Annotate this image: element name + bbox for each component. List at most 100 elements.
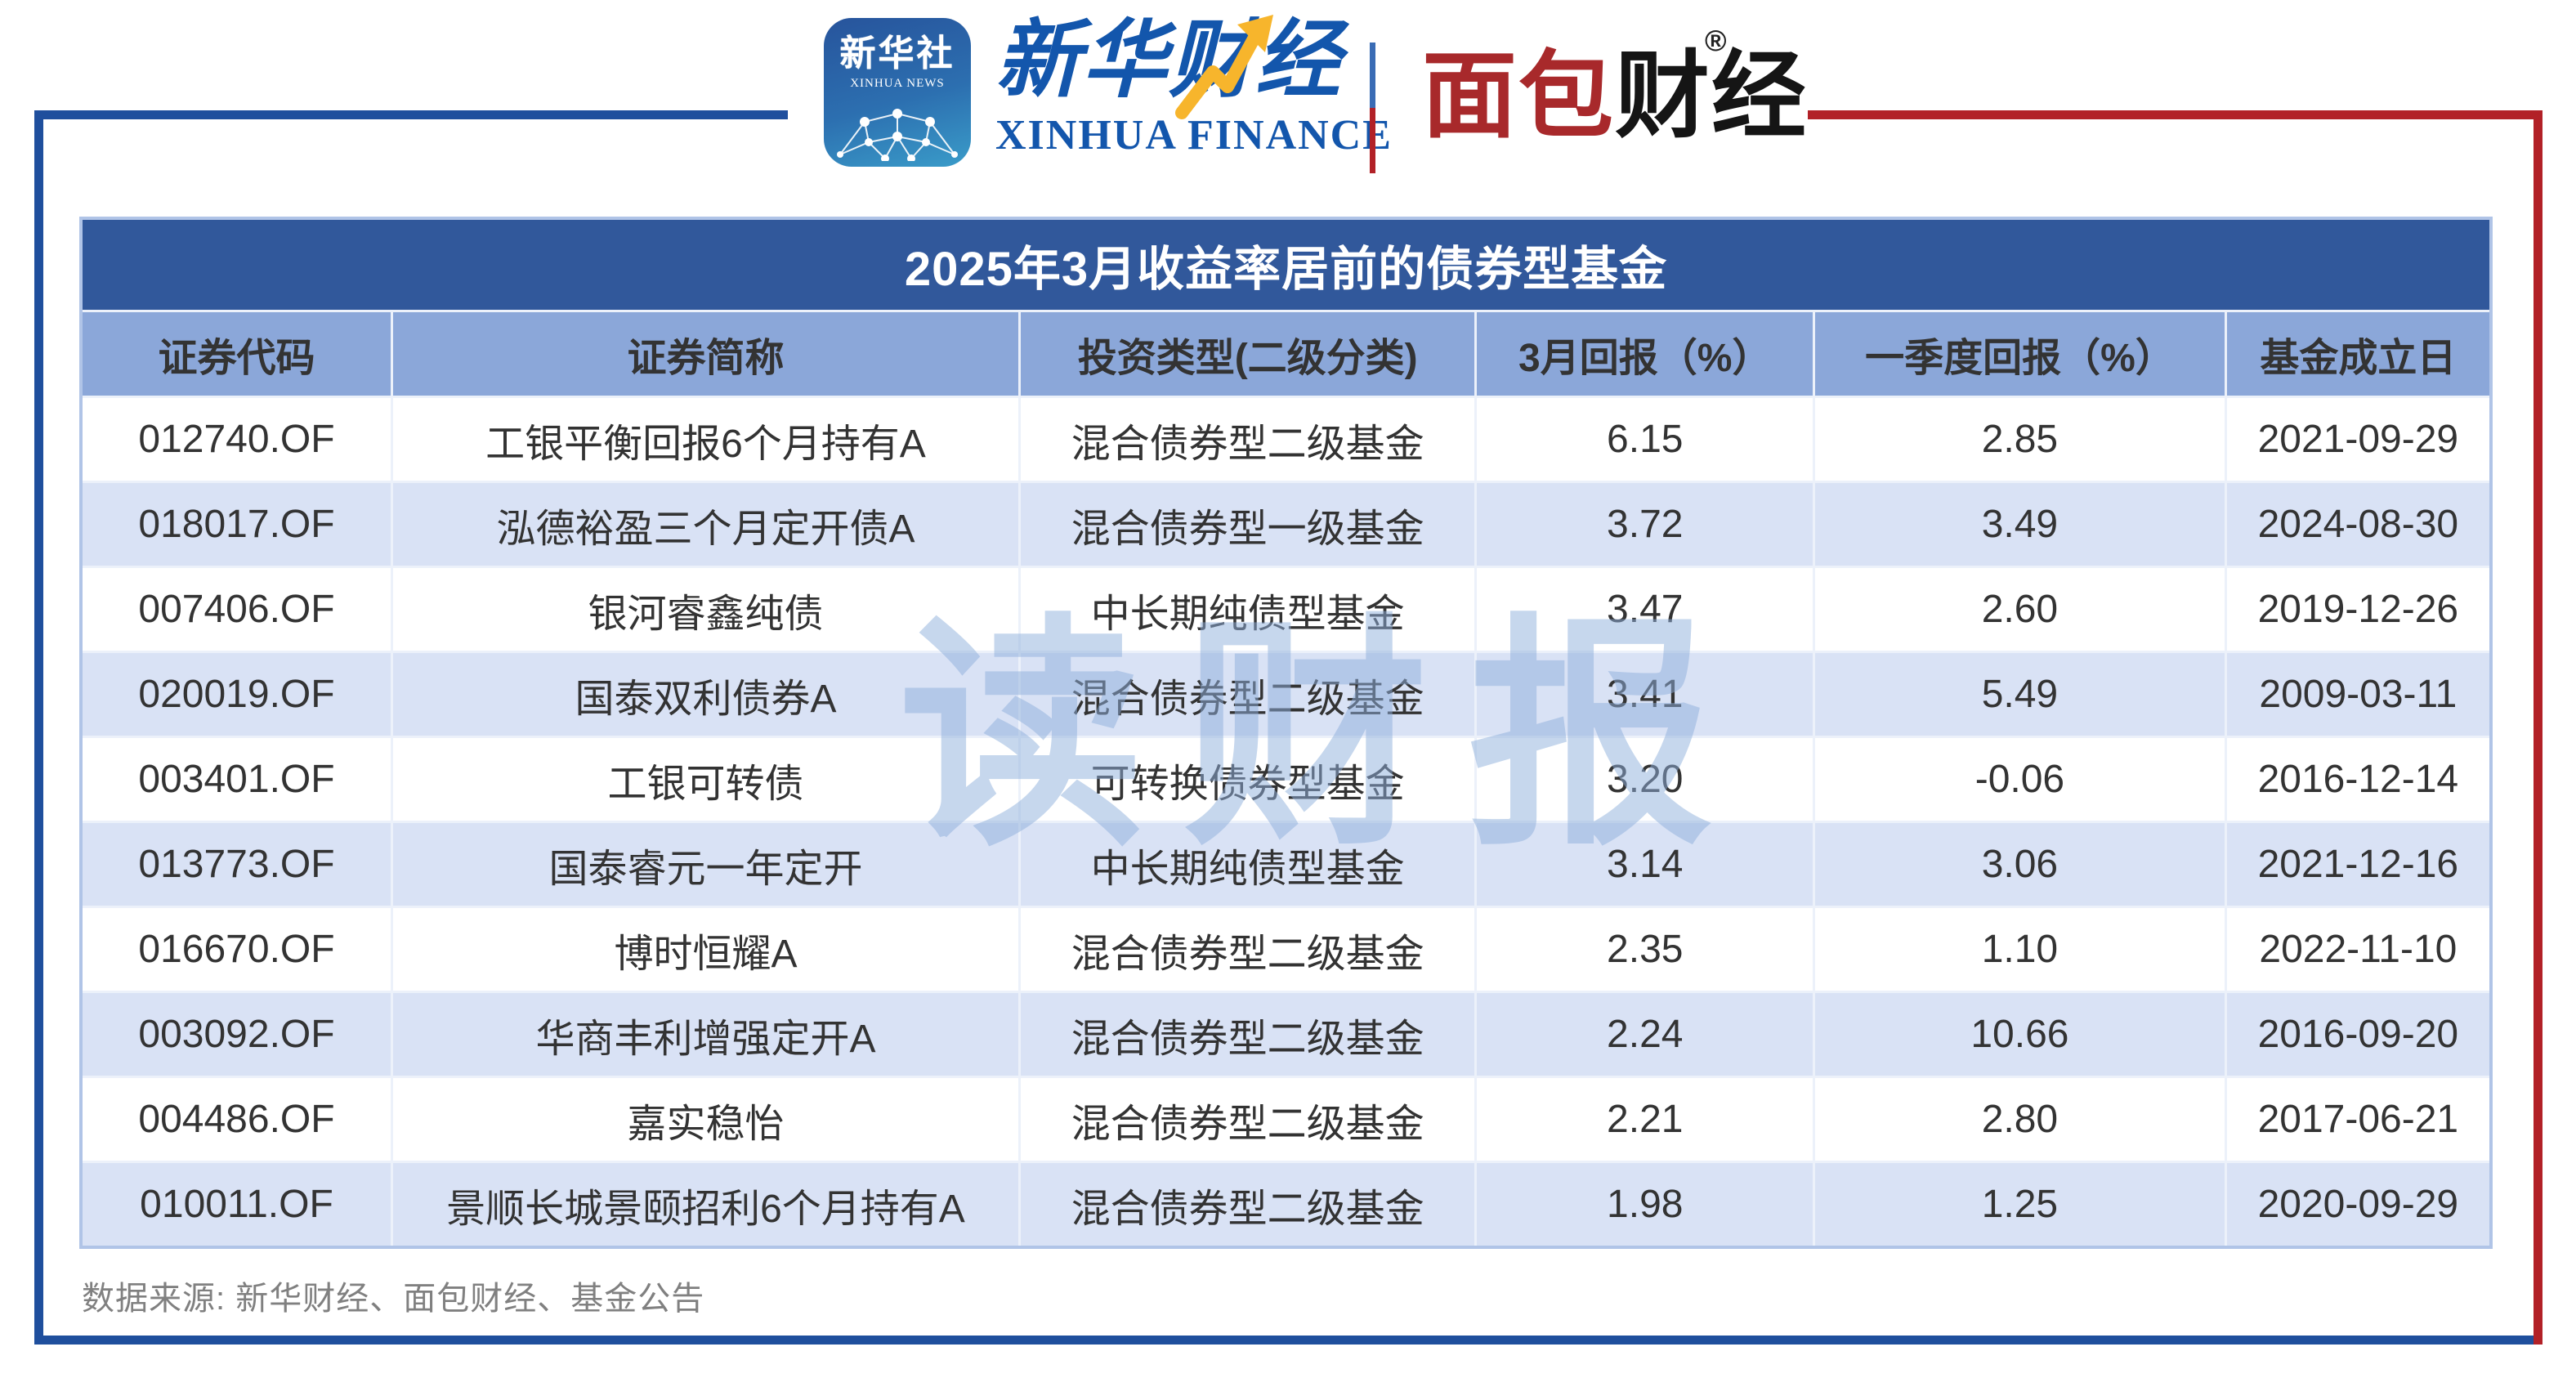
frame-right-rule [2534, 110, 2542, 1345]
table-cell: 国泰睿元一年定开 [390, 823, 1018, 906]
xinhua-finance-logo: 新华财经 XINHUA FINANCE [995, 13, 1393, 170]
table-cell: 混合债券型二级基金 [1018, 993, 1474, 1076]
xinhua-news-app-icon: 新华社 XINHUA NEWS [824, 18, 971, 167]
frame-left-rule [34, 110, 43, 1345]
table-cell: 1.10 [1813, 908, 2225, 991]
table-cell: 3.47 [1474, 568, 1813, 651]
table-cell: 2016-09-20 [2224, 993, 2489, 1076]
xinhua-finance-logo-cn: 新华财经 [995, 13, 1343, 108]
table-cell: 10.66 [1813, 993, 2225, 1076]
table-row: 016670.OF 博时恒耀A 混合债券型二级基金 2.35 1.10 2022-11-1… [83, 906, 2489, 991]
table-row: 003401.OF 工银可转债 可转换债券型基金 3.20 -0.06 2016-12-1… [83, 736, 2489, 821]
table-cell: 2019-12-26 [2224, 568, 2489, 651]
table-cell: 工银可转债 [390, 738, 1018, 821]
table-cell: 2009-03-11 [2224, 653, 2489, 736]
fund-table: 2025年3月收益率居前的债券型基金 证券代码 证券简称 投资类型(二级分类) … [79, 217, 2493, 1249]
table-cell: 2022-11-10 [2224, 908, 2489, 991]
bread-finance-logo-red: 面包 [1422, 43, 1615, 149]
table-cell: 003401.OF [138, 758, 335, 801]
xinhua-news-icon-subtitle: XINHUA NEWS [850, 77, 945, 90]
table-cell: 可转换债券型基金 [1018, 738, 1474, 821]
frame-top-right-rule [1808, 110, 2542, 119]
table-cell: 2021-12-16 [2224, 823, 2489, 906]
column-header: 3月回报（%） [1474, 312, 1813, 396]
table-cell: 3.06 [1813, 823, 2225, 906]
table-title: 2025年3月收益率居前的债券型基金 [83, 220, 2489, 310]
table-cell: 003092.OF [138, 1013, 335, 1056]
frame-bottom-rule [34, 1336, 2542, 1345]
table-row: 013773.OF 国泰睿元一年定开 中长期纯债型基金 3.14 3.06 2021-12… [83, 821, 2489, 906]
table-header-row: 证券代码 证券简称 投资类型(二级分类) 3月回报（%） 一季度回报（%） 基金… [83, 310, 2489, 396]
table-cell: 中长期纯债型基金 [1018, 568, 1474, 651]
rising-arrow-icon [1175, 15, 1273, 119]
xinhua-finance-logo-en: XINHUA FINANCE [995, 112, 1393, 159]
table-row: 004486.OF 嘉实稳怡 混合债券型二级基金 2.21 2.80 2017-06-21 [83, 1076, 2489, 1161]
column-header: 投资类型(二级分类) [1018, 312, 1474, 396]
data-source-note: 数据来源: 新华财经、面包财经、基金公告 [82, 1281, 705, 1317]
table-cell: 工银平衡回报6个月持有A [390, 398, 1018, 481]
table-cell: 2024-08-30 [2224, 483, 2489, 566]
table-cell: 3.49 [1813, 483, 2225, 566]
table-cell: 中长期纯债型基金 [1018, 823, 1474, 906]
table-cell: 3.20 [1474, 738, 1813, 821]
table-cell: 嘉实稳怡 [390, 1078, 1018, 1161]
table-row: 018017.OF 泓德裕盈三个月定开债A 混合债券型一级基金 3.72 3.49 202… [83, 481, 2489, 566]
table-body: 012740.OF 工银平衡回报6个月持有A 混合债券型二级基金 6.15 2.85 20… [83, 396, 2489, 1246]
table-cell: 010011.OF [140, 1183, 333, 1226]
table-cell: 2016-12-14 [2224, 738, 2489, 821]
table-cell: 泓德裕盈三个月定开债A [390, 483, 1018, 566]
table-cell: 2017-06-21 [2224, 1078, 2489, 1161]
table-cell: 018017.OF [138, 503, 335, 546]
table-cell: 银河睿鑫纯债 [390, 568, 1018, 651]
table-cell: 3.41 [1474, 653, 1813, 736]
table-row: 012740.OF 工银平衡回报6个月持有A 混合债券型二级基金 6.15 2.85 20… [83, 396, 2489, 481]
table-cell: 020019.OF [138, 673, 335, 716]
table-cell: 华商丰利增强定开A [390, 993, 1018, 1076]
bread-finance-logo: 面包财经 ® [1422, 26, 1808, 173]
table-cell: 2020-09-29 [2224, 1163, 2489, 1246]
table-cell: 混合债券型二级基金 [1018, 398, 1474, 481]
registered-trademark-icon: ® [1705, 24, 1729, 57]
table-cell: 混合债券型一级基金 [1018, 483, 1474, 566]
table-cell: 1.98 [1474, 1163, 1813, 1246]
xinhua-news-icon-title: 新华社 [839, 34, 955, 74]
table-cell: 国泰双利债券A [390, 653, 1018, 736]
logo-divider-top [1370, 43, 1375, 108]
table-cell: 2.60 [1813, 568, 2225, 651]
table-cell: 6.15 [1474, 398, 1813, 481]
table-row: 020019.OF 国泰双利债券A 混合债券型二级基金 3.41 5.49 2009-03… [83, 651, 2489, 736]
table-cell: 2021-09-29 [2224, 398, 2489, 481]
table-cell: 2.80 [1813, 1078, 2225, 1161]
table-cell: 3.14 [1474, 823, 1813, 906]
table-cell: 013773.OF [138, 843, 335, 886]
table-cell: 混合债券型二级基金 [1018, 1078, 1474, 1161]
table-cell: 混合债券型二级基金 [1018, 908, 1474, 991]
table-cell: 012740.OF [138, 418, 335, 461]
column-header: 一季度回报（%） [1813, 312, 2225, 396]
column-header: 基金成立日 [2224, 312, 2489, 396]
column-header: 证券代码 [158, 337, 315, 380]
table-row: 007406.OF 银河睿鑫纯债 中长期纯债型基金 3.47 2.60 2019-12-2… [83, 566, 2489, 651]
logo-divider-bottom [1370, 108, 1375, 173]
table-cell: 004486.OF [138, 1098, 335, 1141]
table-cell: 2.35 [1474, 908, 1813, 991]
table-cell: 1.25 [1813, 1163, 2225, 1246]
table-cell: 007406.OF [138, 588, 335, 631]
column-header: 证券简称 [390, 312, 1018, 396]
table-cell: -0.06 [1813, 738, 2225, 821]
table-cell: 016670.OF [138, 928, 335, 971]
table-cell: 2.21 [1474, 1078, 1813, 1161]
table-cell: 景顺长城景颐招利6个月持有A [390, 1163, 1018, 1246]
table-cell: 2.24 [1474, 993, 1813, 1076]
network-globe-icon [837, 109, 958, 161]
table-cell: 2.85 [1813, 398, 2225, 481]
logo-divider [1370, 43, 1375, 173]
table-row: 010011.OF 景顺长城景颐招利6个月持有A 混合债券型二级基金 1.98 1.25… [83, 1161, 2489, 1246]
table-cell: 3.72 [1474, 483, 1813, 566]
table-cell: 5.49 [1813, 653, 2225, 736]
frame-top-left-rule [34, 110, 788, 119]
table-cell: 博时恒耀A [390, 908, 1018, 991]
bread-finance-logo-black: 财经 [1615, 43, 1808, 149]
table-row: 003092.OF 华商丰利增强定开A 混合债券型二级基金 2.24 10.66 2016… [83, 991, 2489, 1076]
table-cell: 混合债券型二级基金 [1018, 653, 1474, 736]
